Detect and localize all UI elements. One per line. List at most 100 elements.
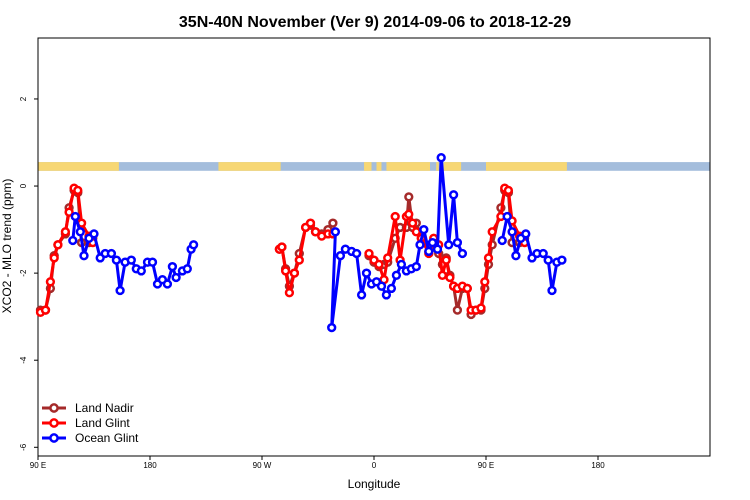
series-1-point-1-4 bbox=[289, 268, 300, 278]
y-tick-label-4: -6 bbox=[19, 443, 28, 451]
x-tick-label-4: 90 E bbox=[478, 461, 494, 470]
series-2-point-1-13 bbox=[391, 270, 402, 280]
series-1-point-2-0 bbox=[364, 248, 374, 259]
land-band-segment-4 bbox=[386, 162, 430, 171]
series-2-point-0-2 bbox=[75, 227, 85, 237]
land-band-segment-2 bbox=[364, 162, 372, 171]
legend-label-0: Land Nadir bbox=[75, 401, 134, 415]
series-2-point-1-7 bbox=[361, 268, 372, 278]
y-axis-ticks: 2 0 -2 -4 -6 bbox=[19, 96, 38, 451]
series-layer bbox=[35, 153, 567, 333]
land-band-segment-6 bbox=[443, 162, 462, 171]
series-0-point-2-19 bbox=[452, 305, 463, 315]
series-2-point-0-19 bbox=[162, 279, 173, 289]
y-tick-label-0: 2 bbox=[19, 96, 28, 101]
series-2-point-2-3 bbox=[511, 251, 521, 261]
y-axis-label: XCO2 - MLO trend (ppm) bbox=[0, 179, 14, 314]
series-2-point-0-3 bbox=[79, 251, 89, 261]
series-2-point-1-5 bbox=[351, 248, 362, 259]
series-2-point-0-1 bbox=[70, 211, 80, 222]
series-1-point-2-16 bbox=[441, 255, 451, 265]
y-tick-label-2: -2 bbox=[19, 269, 28, 277]
legend-label-2: Ocean Glint bbox=[75, 431, 139, 445]
series-2-point-1-27 bbox=[457, 248, 468, 259]
series-2-point-0-10 bbox=[115, 285, 125, 296]
land-band-segment-7 bbox=[486, 162, 567, 171]
series-2-point-1-18 bbox=[415, 240, 425, 250]
series-1-point-2-5 bbox=[390, 211, 400, 222]
y-tick-label-3: -4 bbox=[19, 356, 28, 364]
land-band-segment-3 bbox=[376, 162, 382, 171]
y-tick-label-1: 0 bbox=[19, 183, 28, 188]
chart-title: 35N-40N November (Ver 9) 2014-09-06 to 2… bbox=[179, 14, 571, 31]
series-2-point-1-11 bbox=[381, 290, 392, 300]
series-1-point-2-17 bbox=[445, 272, 455, 283]
series-2-point-0-20 bbox=[167, 261, 178, 272]
series-2-point-0-14 bbox=[136, 266, 146, 276]
x-tick-label-0: 90 E bbox=[30, 461, 46, 470]
series-1-point-2-9 bbox=[407, 218, 418, 228]
series-1-point-1-3 bbox=[284, 288, 295, 298]
series-2-point-0-8 bbox=[106, 248, 117, 259]
series-1-point-1-1 bbox=[277, 242, 287, 252]
series-2-point-1-23 bbox=[436, 153, 446, 163]
series-2-point-2-12 bbox=[557, 255, 567, 265]
series-1-point-1-2 bbox=[280, 266, 291, 276]
x-tick-label-5: 180 bbox=[591, 461, 605, 470]
series-1-line-2 bbox=[367, 186, 526, 312]
x-tick-label-1: 180 bbox=[143, 461, 157, 470]
x-tick-label-2: 90 W bbox=[253, 461, 272, 470]
series-2-point-1-0 bbox=[330, 227, 341, 237]
legend-marker-1 bbox=[49, 418, 59, 428]
series-2-point-0-25 bbox=[188, 240, 199, 250]
series-1-point-1-7 bbox=[305, 218, 316, 228]
series-1-point-0-3 bbox=[49, 253, 59, 263]
series-1-point-2-26 bbox=[483, 253, 494, 263]
series-1-point-2-15 bbox=[437, 270, 448, 280]
series-2-point-2-9 bbox=[543, 255, 553, 265]
series-1-point-2-4 bbox=[383, 253, 393, 263]
series-2-point-1-22 bbox=[432, 244, 443, 254]
series-0-point-1-11 bbox=[328, 218, 338, 228]
series-1-point-0-8 bbox=[73, 185, 83, 196]
legend-label-1: Land Glint bbox=[75, 416, 130, 430]
series-2-point-1-25 bbox=[448, 190, 459, 200]
land-band-segment-5 bbox=[436, 162, 439, 171]
series-2-point-2-1 bbox=[502, 211, 512, 222]
series-0-point-2-8 bbox=[404, 192, 414, 202]
series-1-point-2-2 bbox=[374, 259, 384, 270]
series-2-point-1-2 bbox=[335, 251, 346, 261]
series-1-point-2-30 bbox=[503, 185, 514, 196]
series-1-point-1-8 bbox=[310, 227, 321, 237]
series-2-point-2-10 bbox=[547, 285, 557, 296]
series-2-point-0-16 bbox=[147, 257, 158, 267]
series-1-point-2-27 bbox=[487, 227, 497, 237]
x-tick-label-3: 0 bbox=[372, 461, 377, 470]
series-2 bbox=[68, 153, 567, 333]
series-1-point-0-2 bbox=[45, 277, 56, 287]
land-ocean-band bbox=[38, 162, 710, 171]
series-2-point-1-20 bbox=[424, 246, 434, 257]
series-2-point-0-0 bbox=[68, 235, 78, 246]
ocean-band bbox=[38, 162, 710, 171]
series-2-point-1-26 bbox=[452, 237, 463, 248]
land-band-segment-1 bbox=[218, 162, 281, 171]
series-1-point-2-24 bbox=[476, 303, 486, 313]
series-1-point-2-25 bbox=[480, 277, 490, 287]
x-axis-ticks: 90 E 180 90 W 0 90 E 180 bbox=[30, 456, 605, 470]
series-2-point-0-23 bbox=[182, 264, 192, 274]
series-1-point-0-5 bbox=[60, 227, 71, 237]
series-1-point-2-21 bbox=[462, 283, 472, 294]
series-2-point-0-12 bbox=[126, 255, 136, 265]
series-2-point-2-2 bbox=[507, 227, 517, 237]
series-2-point-2-0 bbox=[497, 235, 507, 246]
land-band-segment-0 bbox=[38, 162, 119, 171]
series-1-point-0-4 bbox=[53, 240, 63, 250]
series-2-point-0-9 bbox=[111, 255, 122, 265]
series-1-point-2-10 bbox=[411, 227, 421, 237]
series-2-point-0-5 bbox=[89, 229, 99, 239]
series-1-point-1-5 bbox=[294, 255, 304, 265]
series-2-point-1-24 bbox=[444, 240, 454, 250]
series-2-point-0-21 bbox=[171, 272, 181, 283]
